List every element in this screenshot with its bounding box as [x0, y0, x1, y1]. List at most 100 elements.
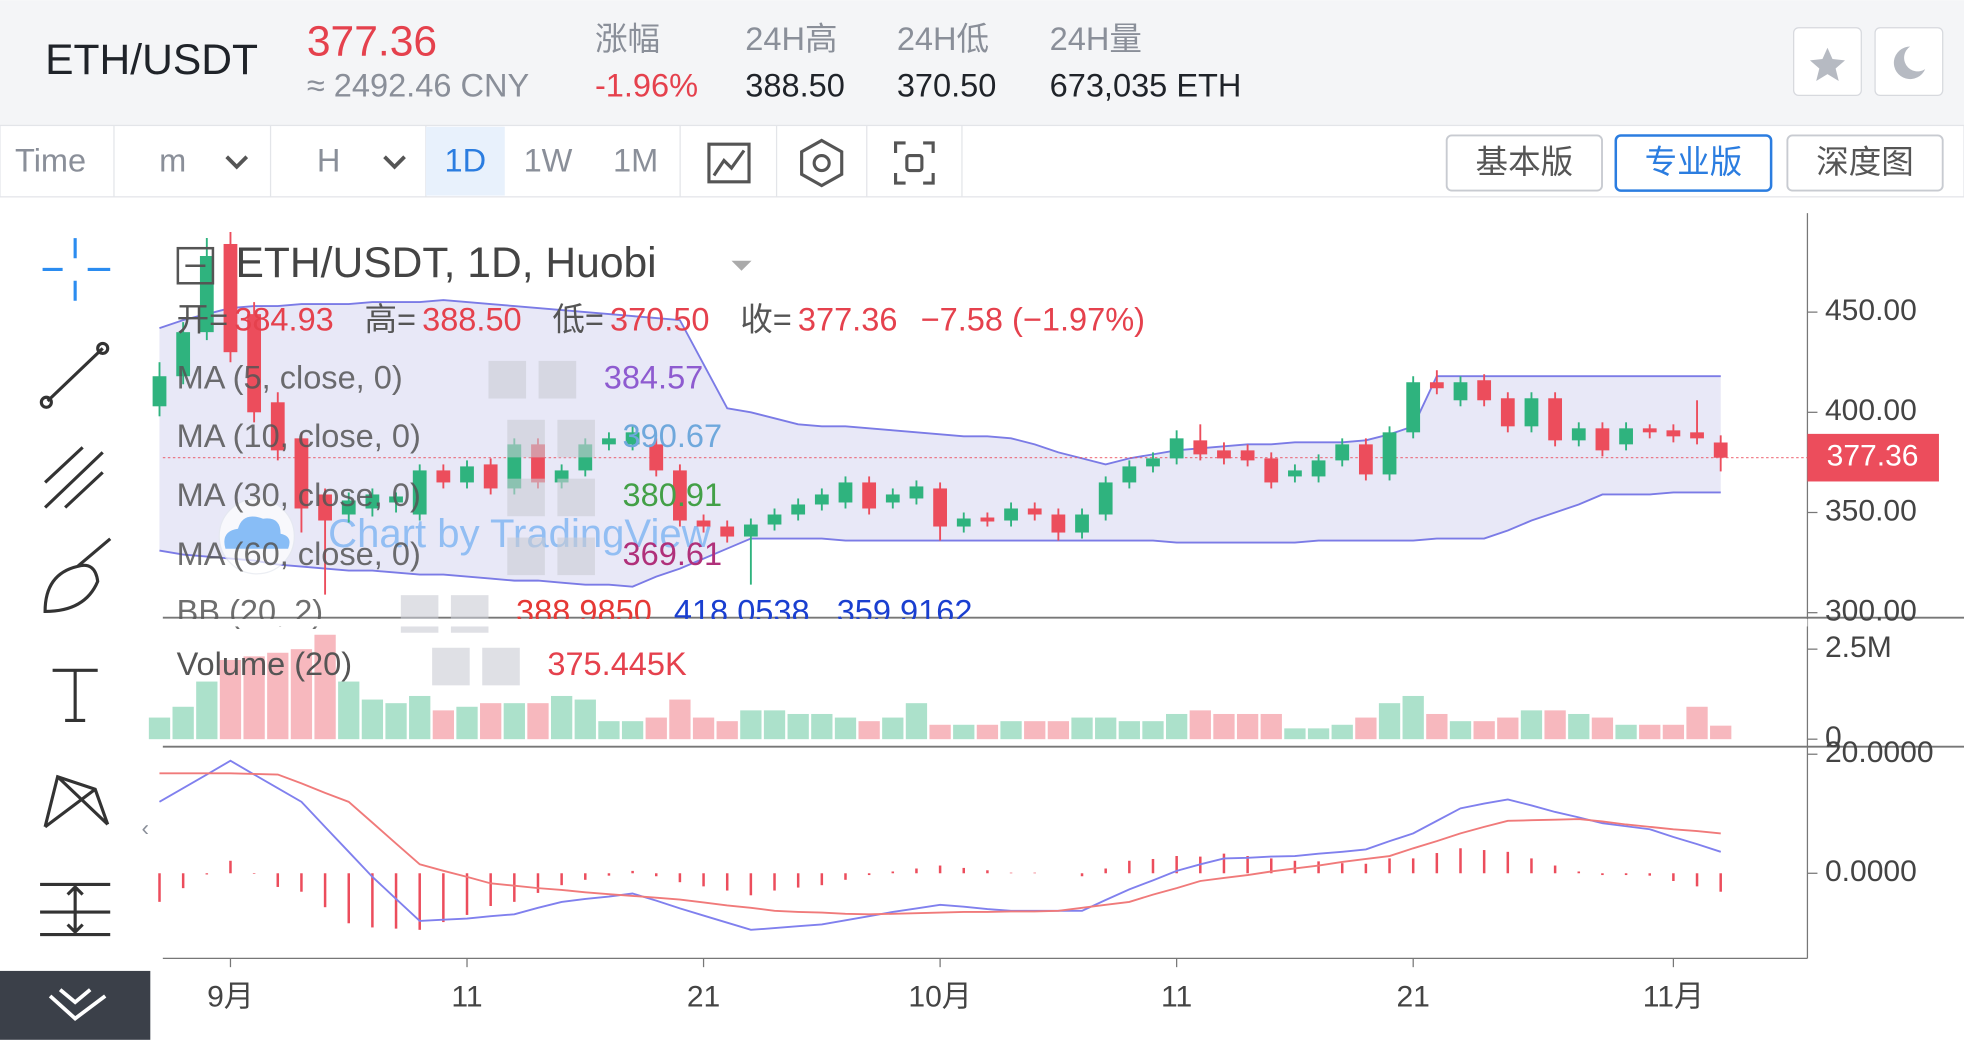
- version-label: 专业版: [1645, 144, 1743, 180]
- indicator-settings[interactable]: [507, 537, 545, 576]
- settings-icon-dot: [812, 153, 831, 173]
- candle-body: [199, 256, 214, 333]
- candle-body: [885, 494, 900, 503]
- volume-bar: [314, 634, 336, 740]
- volume-settings[interactable]: [432, 647, 470, 686]
- volume-bar: [1213, 713, 1235, 740]
- volume-bar: [976, 724, 999, 740]
- volume-bar: [172, 706, 194, 740]
- volume-bar: [148, 717, 171, 740]
- theme-button[interactable]: [1874, 27, 1944, 97]
- x-tick-label: 21: [1396, 980, 1429, 1013]
- hour-select[interactable]: H: [317, 143, 341, 179]
- volume-bar: [1142, 721, 1164, 740]
- candle-body: [1240, 450, 1255, 461]
- indicator-settings[interactable]: [488, 360, 527, 399]
- indicator-settings[interactable]: [507, 478, 545, 517]
- ohlc-label: 高=: [364, 302, 416, 338]
- indicator-icon[interactable]: [707, 142, 751, 184]
- settings-icon[interactable]: [800, 138, 844, 188]
- candle-body: [743, 524, 758, 537]
- indicator-name: MA (5, close, 0): [177, 359, 403, 395]
- volume-bar: [290, 649, 313, 740]
- candle-body: [1193, 440, 1208, 455]
- text-tool[interactable]: [52, 668, 98, 722]
- volume-bar: [196, 681, 218, 740]
- last-price-box: [1807, 433, 1939, 482]
- crosshair-tool[interactable]: [42, 238, 111, 301]
- candle-body: [909, 486, 924, 499]
- expand-arrow[interactable]: ‹: [142, 815, 150, 840]
- volume-bar: [480, 703, 502, 740]
- pattern-tool[interactable]: [43, 774, 110, 829]
- line-tool[interactable]: [46, 347, 104, 403]
- volume-bar: [243, 656, 265, 740]
- indicator-value: 380.91: [623, 477, 723, 513]
- chevron: [225, 155, 249, 170]
- candle-body: [1382, 432, 1397, 475]
- candle-body: [365, 494, 380, 509]
- indicator-remove[interactable]: [557, 478, 595, 517]
- version-tab[interactable]: [1614, 134, 1773, 192]
- volume-bar: [361, 699, 384, 740]
- volume-bar: [1520, 710, 1543, 740]
- volume-bar: [716, 721, 738, 740]
- ohlc-label: 收=: [740, 302, 792, 338]
- channel-tool[interactable]: [44, 446, 104, 509]
- volume-bar: [621, 721, 644, 740]
- change: −7.58 (−1.97%): [921, 302, 1145, 338]
- macd-dea: [159, 772, 1721, 916]
- indicator-remove[interactable]: [557, 537, 595, 576]
- volume-bar: [905, 703, 928, 740]
- interval[interactable]: 1D: [445, 143, 487, 179]
- stat-label: 涨幅: [595, 21, 660, 57]
- brush-tool[interactable]: [43, 537, 112, 614]
- minute-select[interactable]: m: [159, 143, 186, 179]
- indicator-settings[interactable]: [400, 595, 439, 633]
- candle-body: [1453, 382, 1468, 401]
- candle-body: [1548, 398, 1563, 441]
- interval-active-bg: [425, 126, 505, 196]
- volume-value: 375.445K: [547, 646, 687, 682]
- candle-body: [1595, 428, 1610, 451]
- version-tab[interactable]: [1445, 134, 1603, 192]
- indicator-remove[interactable]: [450, 595, 489, 633]
- volume-remove[interactable]: [482, 647, 520, 686]
- measure-tool[interactable]: [40, 882, 111, 937]
- volume-name: Volume (20): [177, 646, 352, 682]
- volume-bar: [1307, 728, 1330, 740]
- collapse-button[interactable]: [0, 970, 151, 1040]
- volume-bar: [811, 713, 833, 740]
- volume-bar: [763, 710, 786, 740]
- volume-bar: [1095, 717, 1117, 740]
- ohlc-value: 384.93: [234, 302, 334, 338]
- indicator-name: MA (10, close, 0): [177, 418, 421, 454]
- volume-bar: [1615, 724, 1637, 740]
- candle-body: [1264, 458, 1279, 483]
- chevron: [383, 155, 406, 170]
- indicator-remove[interactable]: [538, 360, 577, 399]
- bb-line: [159, 299, 1721, 466]
- indicator-remove[interactable]: [557, 419, 595, 458]
- title-dropdown[interactable]: [731, 260, 752, 271]
- candle-body: [696, 520, 711, 527]
- candle-body: [1335, 444, 1350, 461]
- time-label: Time: [15, 143, 86, 179]
- version-label: 深度图: [1816, 144, 1914, 180]
- volume-bar: [1639, 724, 1661, 740]
- screenshot-icon[interactable]: [894, 141, 935, 185]
- candle-body: [176, 332, 191, 377]
- indicator-settings[interactable]: [507, 419, 545, 458]
- version-tab[interactable]: [1786, 134, 1944, 192]
- x-tick-label: 11月: [1643, 980, 1704, 1013]
- volume-bar: [1071, 717, 1093, 740]
- interval[interactable]: 1W: [524, 143, 573, 179]
- interval[interactable]: 1M: [613, 143, 658, 179]
- candle-body: [436, 470, 451, 483]
- candle-body: [389, 496, 403, 503]
- volume-bar: [692, 717, 715, 740]
- x-tick-label: 11: [451, 980, 482, 1013]
- last-price-label: 377.36: [1827, 440, 1919, 473]
- bb-legend-mask: [162, 618, 1808, 627]
- collapse-box[interactable]: [176, 246, 215, 285]
